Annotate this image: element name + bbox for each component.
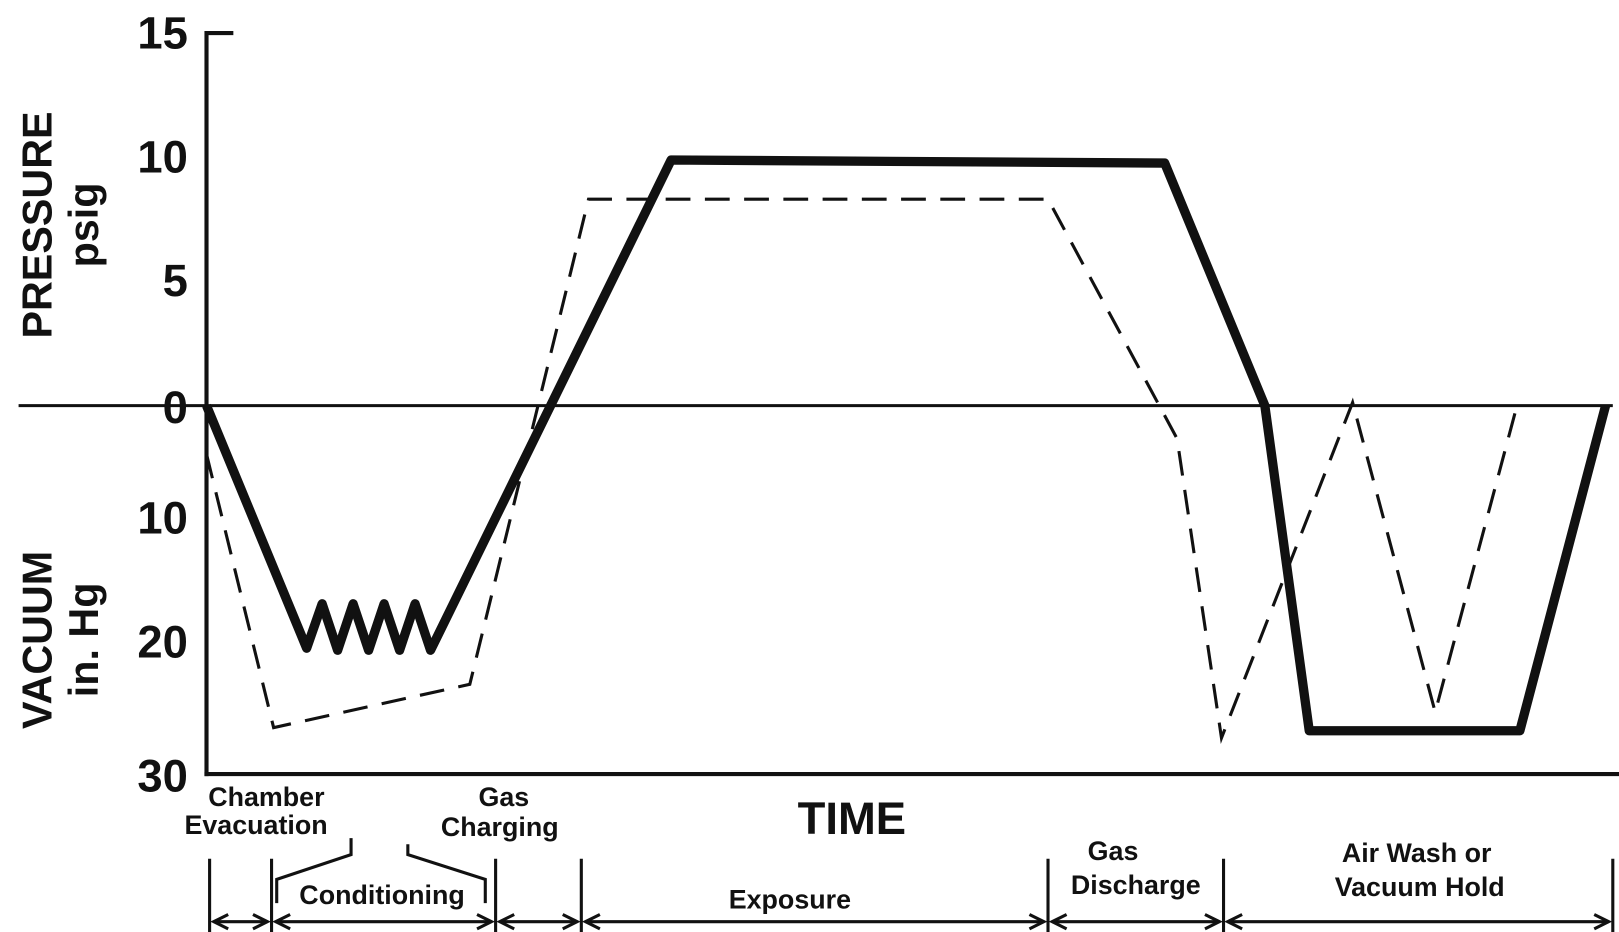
arrow-head bbox=[1028, 913, 1048, 931]
y-tick-label: 30 bbox=[137, 751, 188, 802]
arrow-head bbox=[1048, 913, 1068, 931]
arrow-head bbox=[1224, 913, 1243, 931]
arrow-head bbox=[1593, 913, 1613, 931]
y-tick-label: 15 bbox=[137, 8, 188, 59]
x-axis-label: TIME bbox=[798, 793, 906, 844]
pressure-unit: psig bbox=[61, 183, 107, 268]
phase-label: Charging bbox=[441, 812, 559, 842]
phase-label: Chamber bbox=[208, 782, 325, 812]
arrow-head bbox=[1204, 913, 1223, 931]
phase-labels: Chamber Evacuation Conditioning Gas Char… bbox=[184, 782, 1504, 914]
arrow-head bbox=[476, 913, 495, 931]
arrow-head bbox=[562, 913, 581, 931]
phase-brackets bbox=[208, 838, 1615, 932]
phase-label: Evacuation bbox=[184, 810, 327, 840]
y-tick-label: 10 bbox=[137, 131, 188, 182]
solid-pressure-curve bbox=[202, 155, 1611, 736]
y-tick-label: 5 bbox=[163, 255, 188, 306]
leader-line bbox=[275, 838, 353, 904]
vacuum-label: VACUUM bbox=[15, 551, 61, 729]
pressure-label: PRESSURE bbox=[15, 111, 61, 338]
phase-label: Discharge bbox=[1071, 870, 1201, 900]
y-tick-label: 20 bbox=[137, 616, 188, 667]
dashed-pressure-curve bbox=[205, 197, 1520, 744]
arrow-head bbox=[252, 913, 271, 931]
y-tick-label: 0 bbox=[163, 382, 188, 433]
arrow-head bbox=[581, 913, 601, 931]
phase-label: Air Wash or bbox=[1342, 838, 1492, 868]
leader-line bbox=[406, 844, 487, 904]
y-axis-labels: PRESSURE psig VACUUM in. Hg bbox=[15, 111, 107, 728]
phase-label: Gas bbox=[479, 782, 530, 812]
phase-label: Exposure bbox=[729, 884, 851, 914]
arrow-head bbox=[210, 913, 229, 931]
phase-label: Gas bbox=[1088, 836, 1139, 866]
y-tick-labels: 15 10 5 0 10 20 30 bbox=[137, 8, 188, 802]
vacuum-unit: in. Hg bbox=[61, 583, 107, 698]
phase-label: Vacuum Hold bbox=[1335, 872, 1505, 902]
arrow-head bbox=[272, 913, 291, 931]
phase-label: Conditioning bbox=[299, 880, 464, 910]
axes bbox=[18, 30, 1619, 777]
arrow-head bbox=[496, 913, 515, 931]
y-tick-label: 10 bbox=[137, 493, 188, 544]
